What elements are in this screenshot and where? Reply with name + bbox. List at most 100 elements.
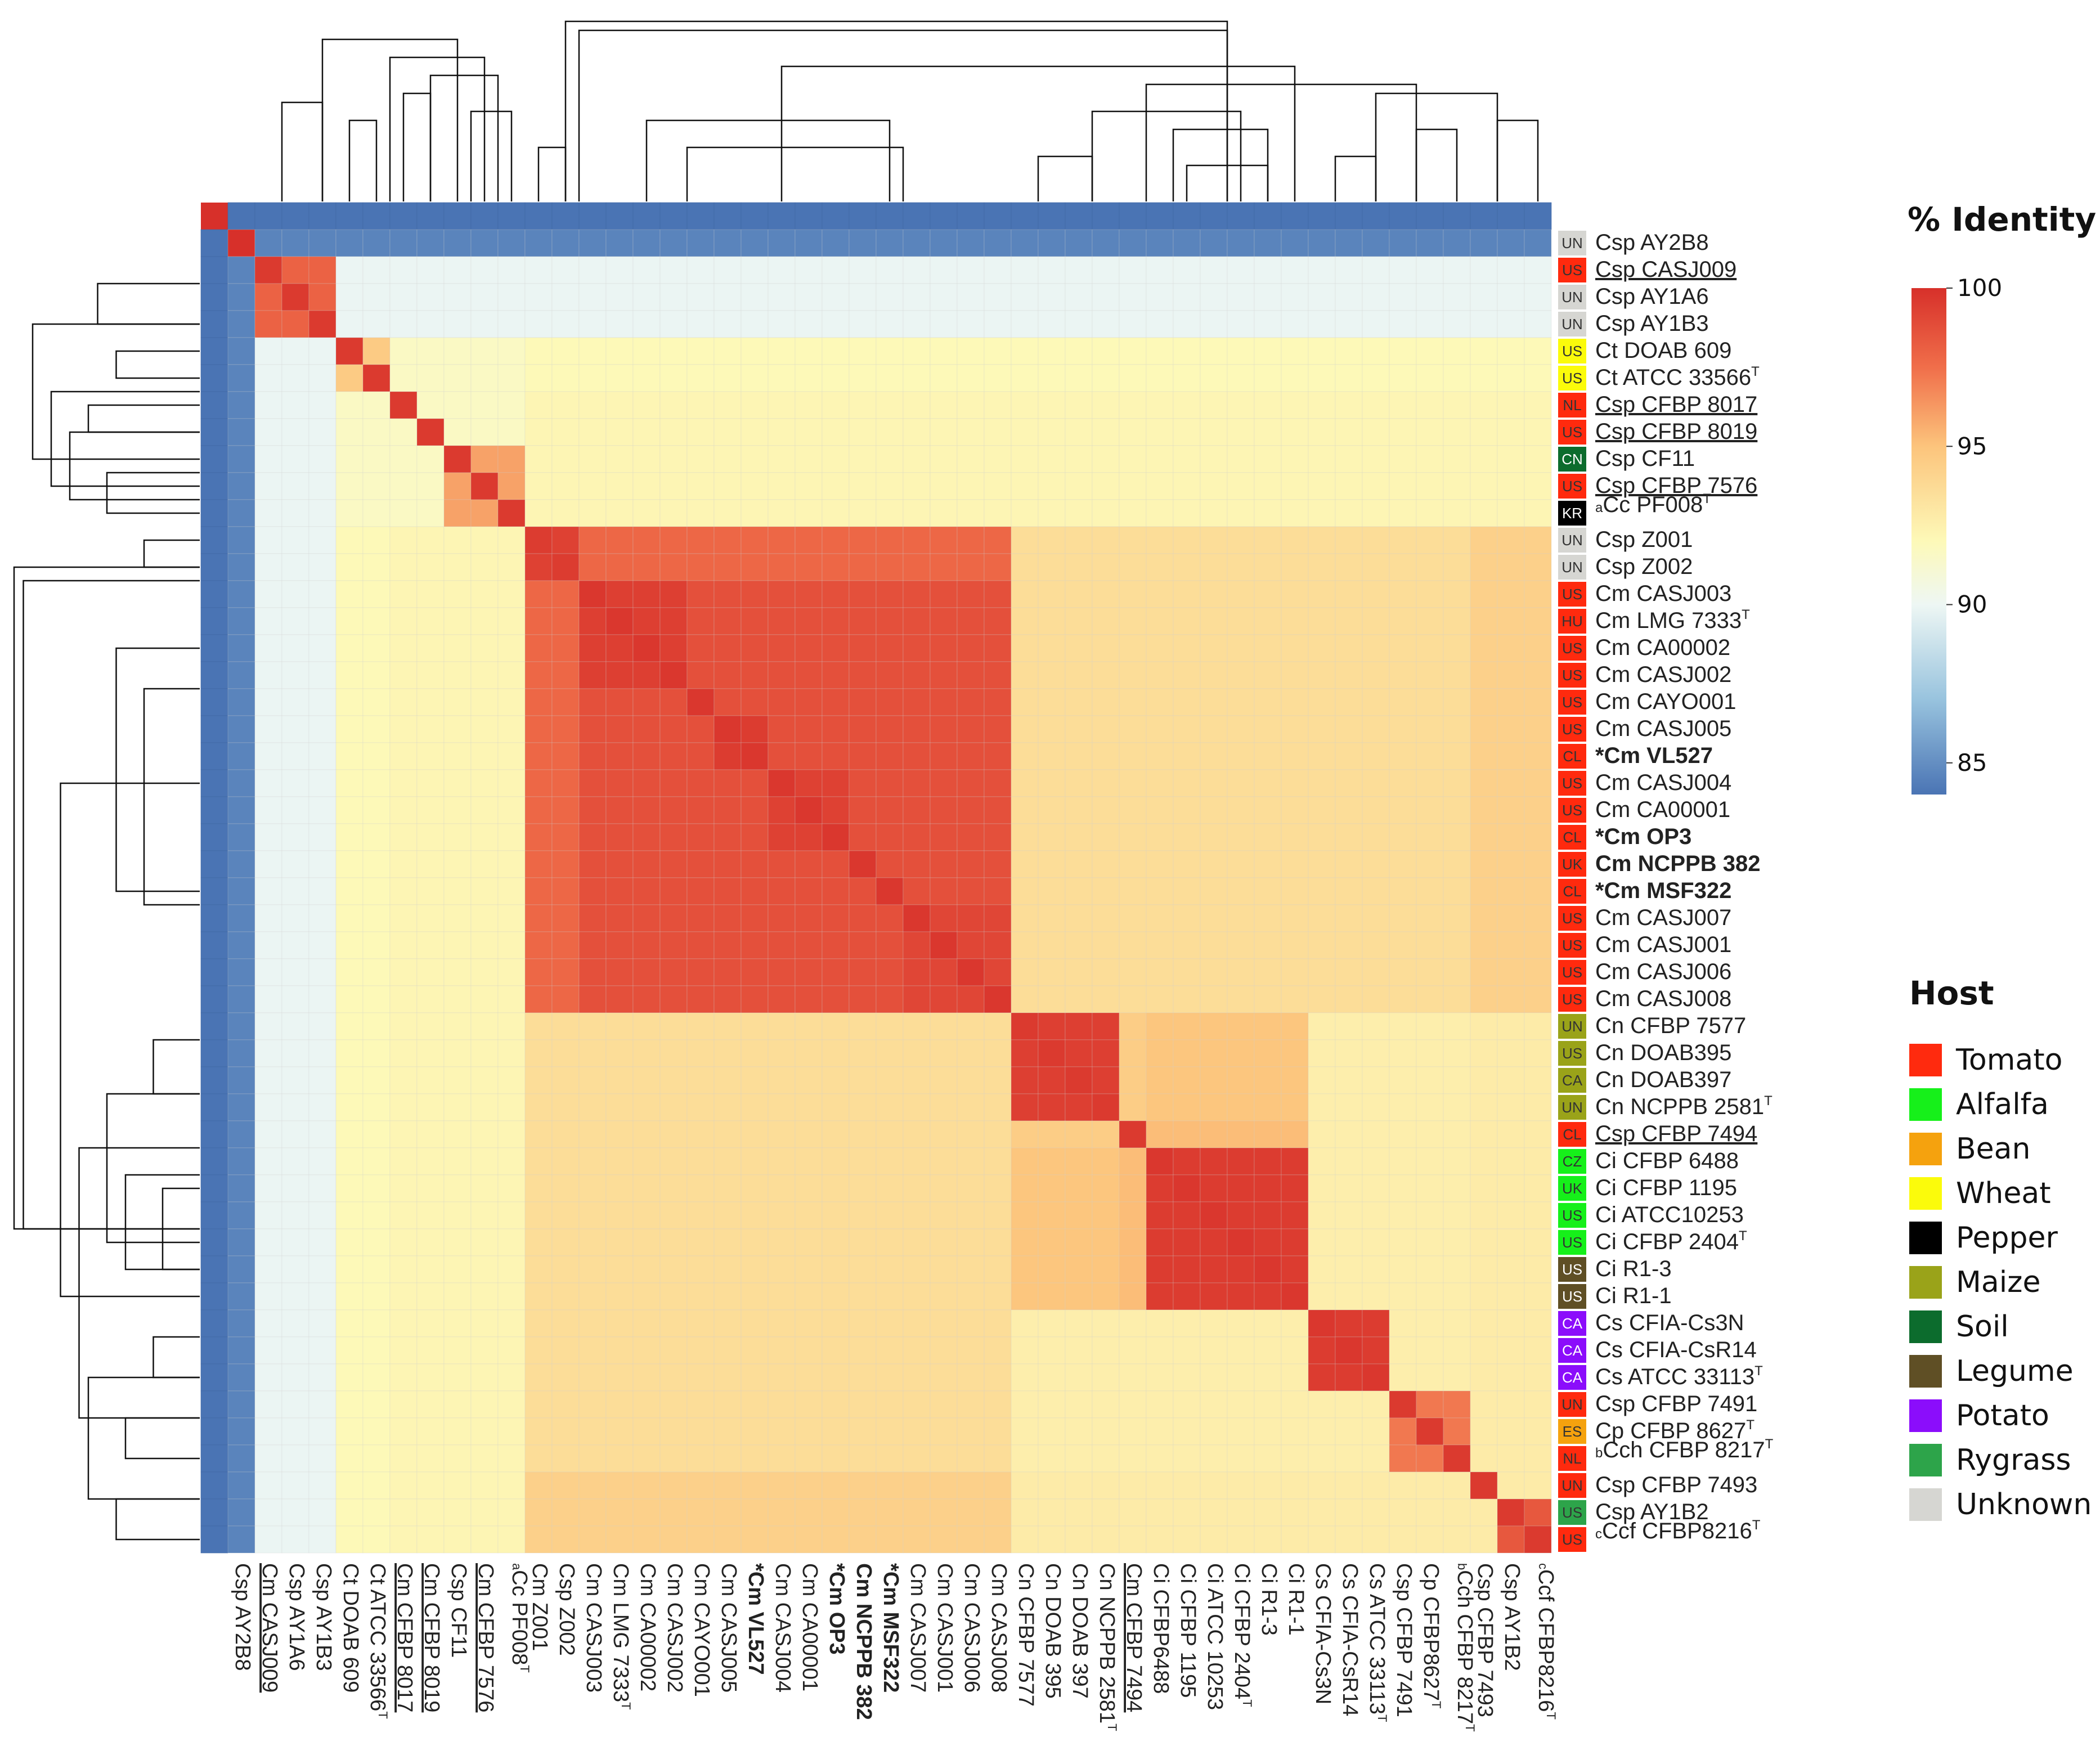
- heat-cell: [281, 904, 309, 932]
- heat-cell: [1308, 796, 1336, 824]
- column-labels: Csp AY2B8 Cm CASJ009 Csp AY1A6 Csp AY1B3 Ct …: [231, 1563, 1558, 1732]
- heat-cell: [1227, 850, 1255, 878]
- left-annotation-cell: [200, 418, 228, 446]
- row-label: Csp CFBP 7494: [1595, 1121, 1757, 1146]
- heat-cell: [1524, 877, 1552, 905]
- country-code: CA: [1562, 1072, 1583, 1089]
- left-annotation-cell: [200, 769, 228, 797]
- heat-cell: [605, 1498, 634, 1527]
- heat-cell: [1443, 823, 1471, 851]
- heat-cell: [768, 499, 796, 527]
- heat-cell: [335, 1471, 364, 1500]
- heat-cell: [876, 769, 904, 797]
- heat-cell: [1308, 364, 1336, 392]
- heat-cell: [957, 1390, 985, 1419]
- heat-cell: [1389, 796, 1417, 824]
- heat-cell: [308, 553, 336, 581]
- heat-cell: [795, 391, 823, 419]
- heat-cell: [497, 499, 526, 527]
- heat-cell: [1200, 958, 1228, 986]
- heat-cell: [443, 607, 472, 635]
- heat-cell: [551, 904, 580, 932]
- heat-cell: [1389, 310, 1417, 338]
- heat-cell: [768, 391, 796, 419]
- heat-cell: [1065, 364, 1093, 392]
- heat-cell: [1173, 607, 1201, 635]
- heat-cell: [659, 958, 688, 986]
- heat-cell: [1308, 1363, 1336, 1392]
- heat-cell: [308, 256, 336, 284]
- country-code: HU: [1561, 613, 1583, 630]
- heat-cell: [416, 634, 445, 662]
- heat-cell: [524, 607, 553, 635]
- row-label: Csp CFBP 7576: [1595, 473, 1757, 498]
- heat-cell: [1416, 607, 1444, 635]
- heat-cell: [551, 391, 580, 419]
- left-annotation-cell: [200, 607, 228, 635]
- heat-cell: [984, 337, 1012, 365]
- heat-cell: [1389, 823, 1417, 851]
- heat-cell: [686, 1012, 715, 1040]
- heat-cell: [1227, 985, 1255, 1013]
- heat-cell: [876, 1147, 904, 1175]
- heat-cell: [335, 931, 364, 959]
- heat-cell: [822, 1174, 850, 1202]
- heat-cell: [686, 1120, 715, 1148]
- heat-cell: [849, 1120, 877, 1148]
- heat-cell: [1119, 1444, 1147, 1473]
- heat-cell: [1011, 607, 1039, 635]
- top-annotation-cell: [1470, 202, 1498, 230]
- row-label: Ct DOAB 609: [1595, 338, 1731, 363]
- heat-cell: [1146, 1039, 1174, 1067]
- heat-cell: [470, 1228, 499, 1256]
- heat-cell: [1308, 1228, 1336, 1256]
- country-code: CN: [1561, 451, 1583, 468]
- host-tag: [1558, 1176, 1586, 1201]
- colorbar-tick-label: 85: [1957, 749, 1987, 776]
- heat-cell: [1038, 796, 1066, 824]
- colorbar-tick-label: 90: [1957, 591, 1987, 618]
- heat-cell: [308, 391, 336, 419]
- left-annotation-cell: [200, 364, 228, 392]
- heat-cell: [1200, 1120, 1228, 1148]
- heat-cell: [578, 1120, 607, 1148]
- heat-cell: [849, 1228, 877, 1256]
- heat-cell: [849, 715, 877, 743]
- heat-cell: [1092, 364, 1120, 392]
- heat-cell: [1524, 1174, 1552, 1202]
- heat-cell: [1146, 1120, 1174, 1148]
- heat-cell: [1200, 1417, 1228, 1446]
- heat-cell: [335, 418, 364, 446]
- heat-cell: [903, 1147, 931, 1175]
- heat-cell: [470, 1444, 499, 1473]
- heat-cell: [1011, 1471, 1039, 1500]
- heat-cell: [551, 1282, 580, 1310]
- heat-cell: [1092, 1066, 1120, 1094]
- heat-cell: [795, 1012, 823, 1040]
- heat-cell: [254, 1309, 282, 1337]
- heat-cell: [227, 1093, 255, 1121]
- heat-cell: [497, 553, 526, 581]
- heat-cell: [659, 1309, 688, 1337]
- country-code: UN: [1561, 1099, 1583, 1116]
- heat-cell: [1335, 715, 1363, 743]
- heat-cell: [1254, 1390, 1282, 1419]
- heat-cell: [1389, 364, 1417, 392]
- heat-cell: [795, 715, 823, 743]
- heat-cell: [470, 337, 499, 365]
- heat-cell: [876, 1363, 904, 1392]
- heat-cell: [1416, 364, 1444, 392]
- left-annotation-cell: [200, 391, 228, 419]
- heat-cell: [1389, 715, 1417, 743]
- heat-cell: [1011, 1228, 1039, 1256]
- heat-cell: [984, 229, 1012, 257]
- heat-cell: [335, 1309, 364, 1337]
- heat-cell: [1119, 1417, 1147, 1446]
- heat-cell: [632, 1498, 661, 1527]
- heat-cell: [1443, 1498, 1471, 1527]
- heat-cell: [741, 1093, 769, 1121]
- heat-cell: [308, 1228, 336, 1256]
- heat-cell: [795, 904, 823, 932]
- heat-cell: [1416, 688, 1444, 716]
- heat-cell: [1119, 1201, 1147, 1229]
